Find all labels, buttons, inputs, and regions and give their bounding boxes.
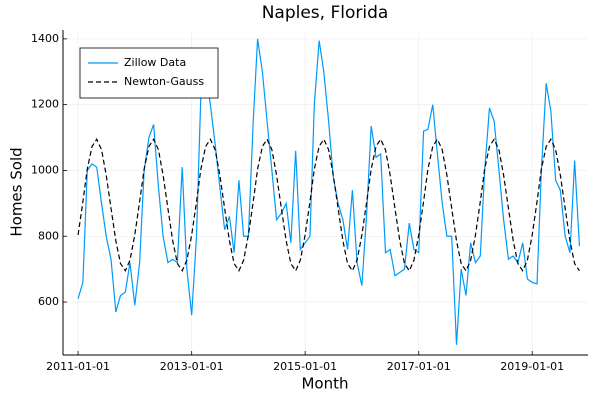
series-line: [77, 137, 580, 273]
y-axis-label: Homes Sold: [8, 147, 26, 236]
x-tick-label: 2013-01-01: [160, 360, 224, 373]
x-axis-label: Month: [301, 375, 348, 393]
y-tick-label: 800: [38, 229, 59, 242]
legend-label: Zillow Data: [124, 56, 186, 69]
chart-title: Naples, Florida: [262, 3, 389, 23]
y-tick-label: 600: [38, 295, 59, 308]
series-line: [77, 38, 581, 345]
legend-label: Newton-Gauss: [124, 75, 204, 88]
x-tick-label: 2019-01-01: [500, 360, 564, 373]
y-tick-label: 1400: [31, 32, 59, 45]
legend: Zillow Data Newton-Gauss: [79, 47, 219, 99]
legend-box: [79, 47, 219, 99]
x-tick-label: 2015-01-01: [273, 360, 337, 373]
y-tick-label: 1000: [31, 163, 59, 176]
x-tick-label: 2017-01-01: [387, 360, 451, 373]
y-tick-label: 1200: [31, 98, 59, 111]
x-tick-label: 2011-01-01: [46, 360, 110, 373]
